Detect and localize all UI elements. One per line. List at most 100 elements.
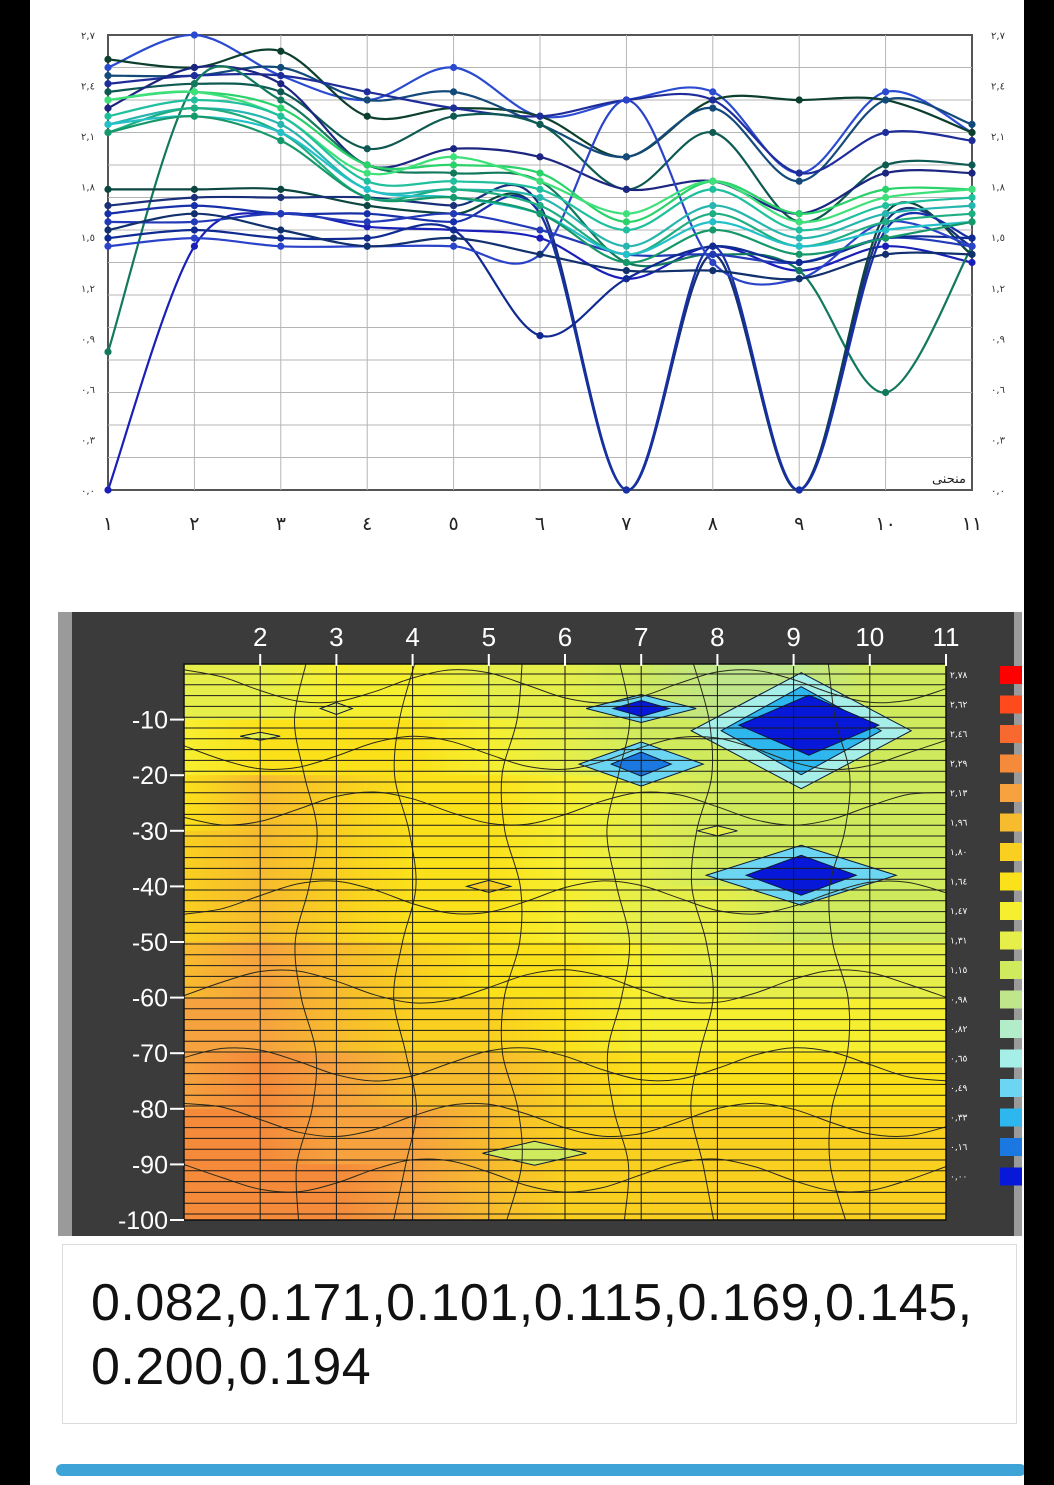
x-tick-label: ١٠ <box>875 513 895 535</box>
series-point-s7 <box>968 169 976 177</box>
series-point-s4 <box>622 153 631 161</box>
panel-left-edge <box>58 612 72 1236</box>
series-point-s17 <box>622 210 631 218</box>
series-point-s11 <box>622 486 631 494</box>
series-point-s8 <box>277 96 285 104</box>
series-point-s15 <box>968 250 976 258</box>
legend-swatch <box>1000 1167 1022 1186</box>
series-point-s6 <box>709 128 717 137</box>
legend-swatch <box>1000 931 1022 950</box>
contour-x-tick: 5 <box>482 622 496 652</box>
y-tick-left: ٠,٩ <box>81 334 95 345</box>
contour-cell <box>184 997 261 1054</box>
app-screen: ٠,٠ ٠,٠ ٠,٣ ٠,٣ ٠,٦ ٠,٦ ٠,٩ ٠,٩ ١,٢ ١,٢ ١,٥ ١,٥ ١,٨ ١… <box>30 0 1024 1485</box>
bottom-accent-bar <box>56 1464 1024 1476</box>
contour-cell <box>336 942 414 999</box>
series-point-s21 <box>104 120 112 128</box>
contour-cell <box>488 997 566 1054</box>
legend-label: ٢,١٣ <box>950 789 968 799</box>
series-point-s15 <box>104 226 112 234</box>
contour-x-tick: 6 <box>558 622 572 652</box>
series-point-s15 <box>190 210 198 218</box>
series-point-s17 <box>363 169 371 177</box>
contour-cell <box>488 664 566 721</box>
series-point-s12 <box>709 250 717 258</box>
contour-line <box>393 663 417 1221</box>
legend-label: ٠,٠٠ <box>950 1173 967 1183</box>
series-point-s20 <box>190 104 198 112</box>
series-point-s22 <box>363 193 371 202</box>
y-tick-right: ١,٨ <box>991 183 1006 194</box>
series-point-s17 <box>709 177 717 185</box>
legend-label: ٠,٨٢ <box>950 1025 968 1035</box>
series-point-s8 <box>190 80 198 88</box>
y-tick-right: ١,٥ <box>991 233 1005 244</box>
contour-cell <box>869 1108 947 1165</box>
y-tick-left: ٠,٦ <box>81 385 95 396</box>
series-point-s6 <box>882 161 890 169</box>
series-point-s19 <box>795 234 803 242</box>
series-point-s22 <box>882 234 890 242</box>
contour-cell <box>488 1053 566 1110</box>
x-tick-label: ٨ <box>708 513 718 535</box>
series-point-s11 <box>450 218 458 226</box>
y-tick-right: ٢,٧ <box>991 31 1006 42</box>
contour-cell <box>412 942 490 999</box>
series-point-s20 <box>882 218 890 226</box>
series-point-s21 <box>709 218 717 226</box>
legend-label: ١,٤٧ <box>950 907 968 917</box>
series-point-s15 <box>795 275 803 283</box>
series-point-s6 <box>536 120 544 128</box>
y-tick-left: ٠,٠ <box>81 486 95 497</box>
legend-swatch <box>1000 843 1022 861</box>
series-point-s16 <box>536 169 544 177</box>
series-point-s12 <box>536 226 544 234</box>
contour-cell <box>412 1108 490 1165</box>
legend-swatch <box>1000 872 1022 891</box>
series-point-s4 <box>882 96 890 104</box>
series-point-s14 <box>968 242 976 250</box>
series-point-s7 <box>882 169 890 177</box>
contour-cell <box>869 664 947 721</box>
contour-cell <box>641 942 718 999</box>
legend-label: ٠,٣٣ <box>950 1114 968 1124</box>
legend-label: ٢,٦٢ <box>950 701 968 711</box>
series-point-s20 <box>968 210 976 218</box>
contour-cell <box>412 664 490 721</box>
series-point-s2 <box>882 88 890 96</box>
series-point-s5 <box>190 72 198 80</box>
series-point-s7 <box>190 63 198 72</box>
contour-y-tick: -90 <box>132 1151 168 1179</box>
legend-label: ٢,٢٩ <box>950 760 968 770</box>
series-point-s11 <box>795 486 803 494</box>
x-tick-label: ٣ <box>276 513 286 535</box>
series-point-s7 <box>622 185 631 193</box>
series-point-s12 <box>450 210 458 218</box>
contour-cell <box>336 719 414 776</box>
series-point-s22 <box>622 258 631 267</box>
x-tick-label: ٩ <box>794 513 804 535</box>
x-tick-label: ٤ <box>362 513 372 535</box>
series-point-s18 <box>363 177 371 185</box>
series-point-s17 <box>795 218 803 226</box>
series-point-s17 <box>190 88 198 96</box>
series-point-s1 <box>190 242 198 250</box>
contour-heatmap: 2 3 4 5 6 7 8 9 10 11 -10 -20 -30 -40 -50 -60 -70 -80 -90 -… <box>118 622 1022 1235</box>
series-point-s18 <box>709 185 717 193</box>
legend-swatch <box>1000 902 1022 920</box>
series-point-s9 <box>363 202 371 210</box>
series-point-s6 <box>104 88 112 96</box>
legend-swatch <box>1000 1108 1022 1127</box>
series-point-s4 <box>968 120 976 128</box>
contour-y-tick: -80 <box>132 1096 168 1124</box>
contour-line <box>500 663 523 1221</box>
values-output-box: 0.082,0.171,0.101,0.115,0.169,0.145,0.20… <box>62 1244 1017 1424</box>
contour-x-tick: 4 <box>405 622 419 652</box>
series-point-s14 <box>104 242 112 250</box>
y-tick-left: ١,٢ <box>81 284 95 295</box>
series-point-s12 <box>277 210 285 218</box>
legend-label: ٢,٤٦ <box>950 730 968 740</box>
series-point-s21 <box>622 250 631 258</box>
contour-cell <box>184 942 261 999</box>
series-point-s20 <box>709 210 717 218</box>
